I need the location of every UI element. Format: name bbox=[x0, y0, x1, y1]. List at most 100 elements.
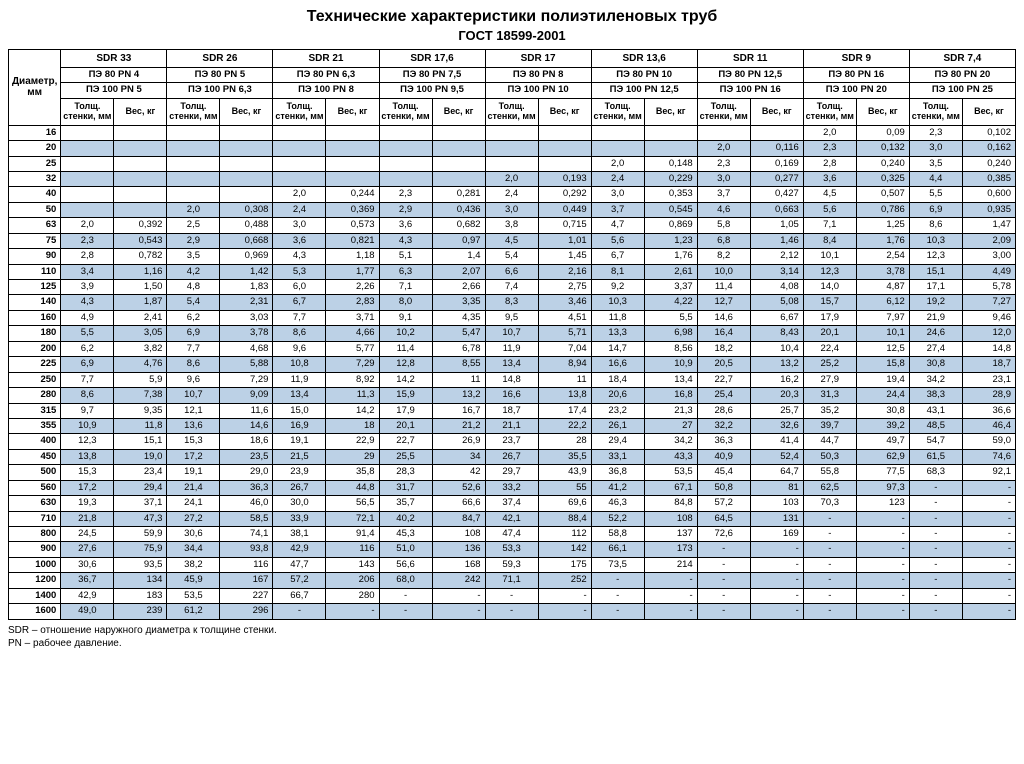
cell-weight: 0,436 bbox=[432, 202, 485, 217]
cell-weight bbox=[114, 156, 167, 171]
cell-thick: 34,4 bbox=[167, 542, 220, 557]
cell-weight: 39,2 bbox=[856, 418, 909, 433]
cell-diameter: 40 bbox=[9, 187, 61, 202]
cell-thick: 11,9 bbox=[273, 372, 326, 387]
cell-thick: 7,7 bbox=[61, 372, 114, 387]
cell-thick: 5,6 bbox=[591, 233, 644, 248]
cell-weight: 3,78 bbox=[856, 264, 909, 279]
cell-thick bbox=[379, 125, 432, 140]
col-weight-0: Вес, кг bbox=[114, 98, 167, 125]
cell-thick: 33,9 bbox=[273, 511, 326, 526]
cell-weight: 92,1 bbox=[962, 465, 1015, 480]
cell-thick: 45,4 bbox=[697, 465, 750, 480]
cell-weight: 11 bbox=[432, 372, 485, 387]
cell-weight: - bbox=[750, 542, 803, 557]
cell-thick: 54,7 bbox=[909, 434, 962, 449]
cell-weight: 4,08 bbox=[750, 280, 803, 295]
cell-thick: 10,3 bbox=[909, 233, 962, 248]
cell-weight bbox=[432, 125, 485, 140]
cell-thick bbox=[697, 125, 750, 140]
cell-diameter: 280 bbox=[9, 388, 61, 403]
cell-weight: 11,8 bbox=[114, 418, 167, 433]
cell-weight: 15,1 bbox=[114, 434, 167, 449]
cell-weight: 16,8 bbox=[644, 388, 697, 403]
table-row: 402,00,2442,30,2812,40,2923,00,3533,70,4… bbox=[9, 187, 1016, 202]
cell-weight: 1,05 bbox=[750, 218, 803, 233]
cell-weight: 91,4 bbox=[326, 527, 379, 542]
cell-weight: 173 bbox=[644, 542, 697, 557]
table-row: 752,30,5432,90,6683,60,8214,30,974,51,01… bbox=[9, 233, 1016, 248]
cell-weight: 1,46 bbox=[750, 233, 803, 248]
cell-thick: 31,3 bbox=[803, 388, 856, 403]
cell-weight: 3,46 bbox=[538, 295, 591, 310]
cell-thick: 37,4 bbox=[485, 496, 538, 511]
cell-thick: 16,6 bbox=[591, 357, 644, 372]
cell-thick: 23,2 bbox=[591, 403, 644, 418]
col-thick-2: Толщ. стенки, мм bbox=[273, 98, 326, 125]
cell-thick: - bbox=[803, 604, 856, 619]
cell-weight bbox=[538, 156, 591, 171]
cell-thick: 5,4 bbox=[167, 295, 220, 310]
cell-thick: 42,1 bbox=[485, 511, 538, 526]
cell-diameter: 160 bbox=[9, 310, 61, 325]
cell-weight: 11,3 bbox=[326, 388, 379, 403]
cell-thick: 53,5 bbox=[167, 588, 220, 603]
cell-thick: 11,4 bbox=[379, 341, 432, 356]
cell-thick: 27,2 bbox=[167, 511, 220, 526]
cell-thick: 7,4 bbox=[485, 280, 538, 295]
col-pe80-5: ПЭ 80 PN 10 bbox=[591, 68, 697, 83]
cell-weight bbox=[538, 125, 591, 140]
cell-thick: 70,3 bbox=[803, 496, 856, 511]
cell-weight: - bbox=[856, 573, 909, 588]
cell-thick: 47,4 bbox=[485, 527, 538, 542]
cell-weight: 8,56 bbox=[644, 341, 697, 356]
cell-thick: 29,4 bbox=[591, 434, 644, 449]
cell-weight: 296 bbox=[220, 604, 273, 619]
cell-weight: 46,0 bbox=[220, 496, 273, 511]
cell-weight: 29 bbox=[326, 449, 379, 464]
cell-thick: 16,6 bbox=[485, 388, 538, 403]
cell-weight: 0,292 bbox=[538, 187, 591, 202]
cell-thick: 5,5 bbox=[909, 187, 962, 202]
cell-weight: 0,935 bbox=[962, 202, 1015, 217]
cell-weight: 134 bbox=[114, 573, 167, 588]
cell-thick: 8,1 bbox=[591, 264, 644, 279]
cell-thick bbox=[379, 171, 432, 186]
cell-thick: - bbox=[803, 588, 856, 603]
cell-thick: 6,8 bbox=[697, 233, 750, 248]
cell-weight: 0,308 bbox=[220, 202, 273, 217]
cell-thick: 31,7 bbox=[379, 480, 432, 495]
cell-weight: 8,94 bbox=[538, 357, 591, 372]
cell-weight: 3,35 bbox=[432, 295, 485, 310]
table-row: 2256,94,768,65,8810,87,2912,88,5513,48,9… bbox=[9, 357, 1016, 372]
cell-weight: 1,47 bbox=[962, 218, 1015, 233]
cell-weight: 0,97 bbox=[432, 233, 485, 248]
cell-diameter: 315 bbox=[9, 403, 61, 418]
cell-diameter: 1200 bbox=[9, 573, 61, 588]
cell-thick: 12,1 bbox=[167, 403, 220, 418]
cell-thick: 25,4 bbox=[697, 388, 750, 403]
cell-diameter: 1400 bbox=[9, 588, 61, 603]
cell-weight: 131 bbox=[750, 511, 803, 526]
cell-thick: 18,2 bbox=[697, 341, 750, 356]
cell-thick: 28,6 bbox=[697, 403, 750, 418]
cell-thick: 3,6 bbox=[803, 171, 856, 186]
cell-weight: 3,71 bbox=[326, 310, 379, 325]
cell-weight: 0,663 bbox=[750, 202, 803, 217]
cell-weight: - bbox=[750, 573, 803, 588]
cell-weight: 0,116 bbox=[750, 141, 803, 156]
cell-weight: 1,01 bbox=[538, 233, 591, 248]
cell-thick: 18,4 bbox=[591, 372, 644, 387]
cell-weight: 8,55 bbox=[432, 357, 485, 372]
cell-thick: 17,1 bbox=[909, 280, 962, 295]
cell-thick: 19,3 bbox=[61, 496, 114, 511]
cell-thick: 14,0 bbox=[803, 280, 856, 295]
cell-thick: 44,7 bbox=[803, 434, 856, 449]
cell-thick: - bbox=[697, 557, 750, 572]
cell-thick: 14,2 bbox=[379, 372, 432, 387]
cell-weight: 280 bbox=[326, 588, 379, 603]
table-row: 160049,023961,2296-------------- bbox=[9, 604, 1016, 619]
cell-thick: 27,6 bbox=[61, 542, 114, 557]
cell-thick: 17,9 bbox=[803, 310, 856, 325]
cell-weight: 12,5 bbox=[856, 341, 909, 356]
